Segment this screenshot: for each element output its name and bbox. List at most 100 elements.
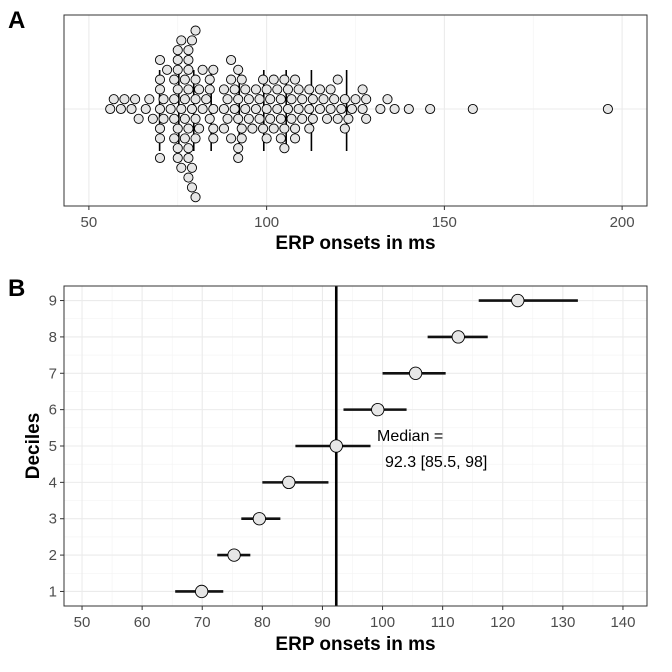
panel-a-onset-dot: [251, 85, 260, 94]
panel-a-onset-dot: [340, 124, 349, 133]
panel-a-onset-dot: [237, 75, 246, 84]
panel-a-onset-dot: [603, 104, 612, 113]
panel-a-onset-dot: [280, 144, 289, 153]
panel-a-onset-dot: [290, 75, 299, 84]
panel-a-onset-dot: [187, 36, 196, 45]
panel-a-onset-dot: [173, 124, 182, 133]
panel-a-onset-dot: [237, 124, 246, 133]
panel-b-x-tick-label: 130: [550, 614, 575, 631]
panel-a-onset-dot: [266, 95, 275, 104]
panel-a-x-tick-label: 100: [254, 214, 279, 231]
panel-b-y-tick-label: 6: [49, 402, 57, 419]
panel-a-onset-dot: [184, 65, 193, 74]
panel-a-onset-dot: [184, 124, 193, 133]
panel-b-y-tick-label: 2: [49, 547, 57, 564]
panel-a-onset-dot: [266, 114, 275, 123]
panel-a-onset-dot: [280, 75, 289, 84]
panel-a-onset-dot: [226, 55, 235, 64]
panel-b-x-tick-label: 140: [610, 614, 635, 631]
panel-a-onset-dot: [234, 65, 243, 74]
panel-a-onset-dot: [194, 124, 203, 133]
panel-a-onset-dot: [426, 104, 435, 113]
panel-a-onset-dot: [305, 104, 314, 113]
panel-b-y-tick-label: 5: [49, 438, 57, 455]
panel-a-onset-dot: [241, 85, 250, 94]
panel-a-onset-dot: [223, 95, 232, 104]
panel-a-onset-dot: [262, 104, 271, 113]
panel-a-onset-dot: [170, 134, 179, 143]
panel-a-onset-dot: [362, 114, 371, 123]
panel-a-onset-dot: [173, 65, 182, 74]
panel-a-onset-dot: [319, 95, 328, 104]
panel-a-onset-dot: [308, 114, 317, 123]
panel-a-onset-dot: [269, 75, 278, 84]
panel-a-onset-dot: [283, 104, 292, 113]
panel-a-onset-dot: [315, 104, 324, 113]
panel-a-onset-dot: [347, 104, 356, 113]
panel-b-y-tick-label: 1: [49, 583, 57, 600]
panel-a-onset-dot: [262, 134, 271, 143]
panel-a-onset-dot: [404, 104, 413, 113]
decile-9-point: [512, 294, 524, 306]
panel-a-onset-dot: [187, 104, 196, 113]
panel-a-onset-dot: [298, 114, 307, 123]
panel-a-onset-dot: [159, 114, 168, 123]
panel-a-onset-dot: [148, 114, 157, 123]
panel-a-onset-dot: [184, 85, 193, 94]
panel-a-onset-dot: [184, 144, 193, 153]
panel-a-onset-dot: [219, 124, 228, 133]
panel-a-onset-dot: [273, 85, 282, 94]
panel-a-onset-dot: [166, 104, 175, 113]
panel-a-onset-dot: [205, 85, 214, 94]
panel-a-onset-dot: [298, 95, 307, 104]
panel-a-tag: A: [8, 7, 25, 34]
panel-b-y-tick-label: 8: [49, 329, 57, 346]
panel-a-onset-dot: [177, 104, 186, 113]
panel-a-onset-dot: [262, 85, 271, 94]
panel-a-onset-dot: [390, 104, 399, 113]
panel-a-onset-dot: [234, 153, 243, 162]
panel-a-onset-dot: [155, 124, 164, 133]
panel-a-onset-dot: [358, 85, 367, 94]
panel-a-onset-dot: [362, 95, 371, 104]
panel-a-onset-dot: [184, 173, 193, 182]
panel-a-onset-dot: [241, 104, 250, 113]
median-annotation-line-2: 92.3 [85.5, 98]: [385, 454, 487, 471]
panel-b-y-ticks: 1 2 3 4 5 6 7 8 9: [49, 293, 64, 601]
panel-a-onset-dot: [283, 85, 292, 94]
panel-a-onset-dot: [251, 104, 260, 113]
panel-a-onset-dot: [276, 95, 285, 104]
panel-b-x-tick-label: 100: [370, 614, 395, 631]
panel-a-onset-dot: [120, 95, 129, 104]
panel-a-onset-dot: [209, 124, 218, 133]
panel-a-onset-dot: [287, 95, 296, 104]
panel-a-onset-dot: [187, 163, 196, 172]
panel-a-onset-dot: [198, 104, 207, 113]
panel-a-onset-dot: [237, 134, 246, 143]
panel-a-onset-dot: [315, 85, 324, 94]
panel-a-onset-dot: [191, 75, 200, 84]
panel-a-onset-dot: [202, 95, 211, 104]
panel-a-plot: 50 100 150 200 ERP onsets in ms: [64, 15, 647, 254]
decile-7-point: [409, 367, 421, 379]
panel-a-onset-dot: [234, 144, 243, 153]
panel-a-onset-dot: [219, 104, 228, 113]
panel-b-x-tick-label: 80: [254, 614, 271, 631]
panel-a-onset-dot: [305, 85, 314, 94]
panel-a-onset-dot: [230, 104, 239, 113]
panel-a-onset-dot: [145, 95, 154, 104]
panel-b-y-tick-label: 9: [49, 293, 57, 310]
panel-a-x-tick-label: 150: [432, 214, 457, 231]
panel-a-onset-dot: [244, 95, 253, 104]
panel-a-onset-dot: [134, 114, 143, 123]
panel-a-onset-dot: [191, 26, 200, 35]
panel-a-onset-dot: [116, 104, 125, 113]
median-annotation-line-1: Median =: [377, 428, 443, 445]
panel-b-y-tick-label: 7: [49, 365, 57, 382]
panel-a-onset-dot: [294, 85, 303, 94]
panel-a-onset-dot: [109, 95, 118, 104]
panel-a-onset-dot: [155, 55, 164, 64]
panel-a-onset-dot: [326, 104, 335, 113]
panel-a-onset-dot: [244, 114, 253, 123]
panel-b-y-axis-title: Deciles: [23, 413, 44, 480]
